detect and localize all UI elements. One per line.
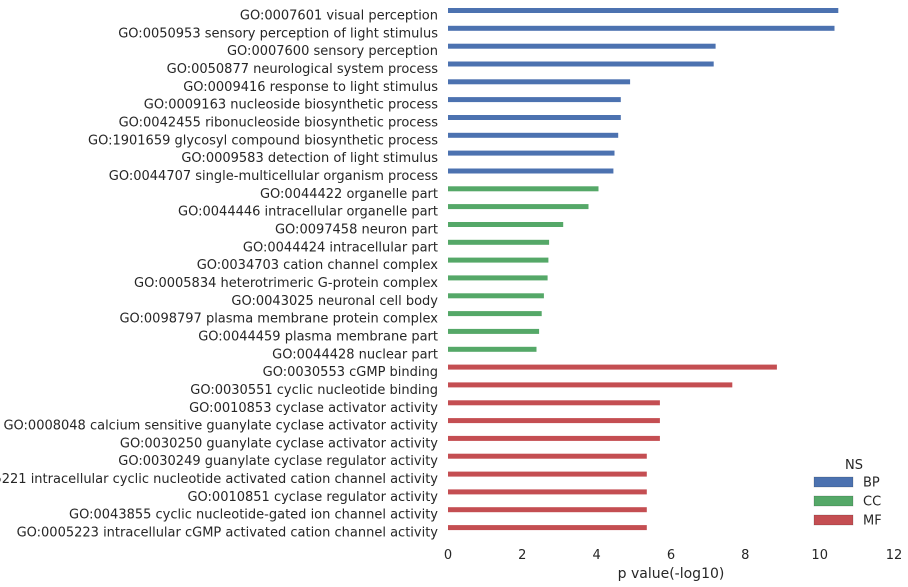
x-tick-label: 0: [444, 548, 452, 563]
category-label: GO:0005834 heterotrimeric G-protein comp…: [134, 276, 438, 291]
x-axis-label: p value(-log10): [618, 566, 725, 582]
category-label: GO:0050953 sensory perception of light s…: [118, 26, 438, 41]
category-labels-group: GO:0007601 visual perception GO:0050953 s…: [0, 9, 438, 541]
bar-mf: [448, 471, 647, 477]
bar-bp: [448, 150, 615, 156]
legend-label-bp: BP: [863, 476, 880, 491]
bar-bp: [448, 132, 619, 138]
bar-mf: [448, 453, 647, 459]
x-tick-label: 8: [741, 548, 749, 563]
legend-swatch-cc: [813, 495, 854, 507]
category-label: GO:0010851 cyclase regulator activity: [187, 490, 438, 505]
category-label: GO:0044424 intracellular part: [243, 240, 438, 255]
category-label: GO:0030553 cGMP binding: [263, 365, 438, 380]
legend-label-mf: MF: [863, 514, 882, 529]
bar-bp: [448, 97, 621, 103]
x-tick-label: 12: [886, 548, 903, 563]
bar-mf: [448, 400, 660, 406]
bar-mf: [448, 364, 777, 370]
category-label: GO:0097458 neuron part: [275, 223, 438, 238]
bar-bp: [448, 43, 716, 49]
category-label: GO:0008048 calcium sensitive guanylate c…: [3, 419, 438, 434]
category-label: GO:0044459 plasma membrane part: [198, 329, 438, 344]
category-label: GO:0009583 detection of light stimulus: [181, 151, 438, 166]
category-label: GO:0007601 visual perception: [240, 9, 438, 24]
category-label: GO:0030551 cyclic nucleotide binding: [190, 383, 438, 398]
bar-cc: [448, 257, 549, 263]
bar-cc: [448, 275, 548, 281]
category-label: GO:0005221 intracellular cyclic nucleoti…: [0, 472, 438, 487]
bar-mf: [448, 435, 660, 441]
bar-cc: [448, 239, 550, 245]
legend-label-cc: CC: [863, 495, 881, 510]
category-label: GO:0044446 intracellular organelle part: [178, 205, 438, 220]
legend-swatch-bp: [813, 476, 854, 488]
category-label: GO:0010853 cyclase activator activity: [189, 401, 438, 416]
category-label: GO:0009416 response to light stimulus: [183, 80, 438, 95]
category-label: GO:0098797 plasma membrane protein compl…: [119, 312, 438, 327]
bar-cc: [448, 186, 599, 192]
legend-swatch-mf: [813, 514, 854, 526]
category-label: GO:0043025 neuronal cell body: [231, 294, 438, 309]
legend: NS BP CC MF: [813, 458, 882, 529]
bar-cc: [448, 328, 540, 334]
x-tick-label: 6: [667, 548, 675, 563]
category-label: GO:0030250 guanylate cyclase activator a…: [120, 436, 438, 451]
category-label: GO:0044428 nuclear part: [272, 347, 438, 362]
category-label: GO:0030249 guanylate cyclase regulator a…: [118, 454, 438, 469]
category-label: GO:0009163 nucleoside biosynthetic proce…: [144, 98, 438, 113]
category-label: GO:0005223 intracellular cGMP activated …: [17, 526, 439, 541]
bar-bp: [448, 115, 621, 120]
bar-bp: [448, 61, 714, 67]
x-tick-label: 2: [518, 548, 526, 563]
legend-title: NS: [845, 458, 863, 473]
bar-cc: [448, 346, 537, 352]
category-label: GO:0044422 organelle part: [260, 187, 438, 202]
bar-mf: [448, 382, 733, 388]
bar-mf: [448, 489, 647, 495]
category-label: GO:0050877 neurological system process: [167, 62, 439, 77]
category-label: GO:0043855 cyclic nucleotide-gated ion c…: [69, 508, 438, 523]
bars-group: [448, 8, 839, 531]
bar-cc: [448, 293, 544, 299]
x-axis-ticks-group: 0 2 4 6 8 10 12: [444, 548, 902, 563]
bar-bp: [448, 8, 839, 13]
bar-mf: [448, 418, 660, 424]
bar-bp: [448, 79, 631, 85]
bar-bp: [448, 168, 614, 174]
x-tick-label: 10: [811, 548, 828, 563]
category-label: GO:0007600 sensory perception: [227, 44, 438, 59]
bar-bp: [448, 25, 835, 31]
bar-mf: [448, 507, 647, 513]
bar-cc: [448, 222, 564, 227]
bar-cc: [448, 311, 542, 317]
bar-mf: [448, 525, 647, 531]
category-label: GO:1901659 glycosyl compound biosyntheti…: [88, 133, 438, 148]
category-label: GO:0044707 single-multicellular organism…: [109, 169, 438, 184]
category-label: GO:0034703 cation channel complex: [197, 258, 439, 273]
bar-cc: [448, 204, 589, 210]
x-tick-label: 4: [593, 548, 601, 563]
category-label: GO:0042455 ribonucleoside biosynthetic p…: [119, 116, 439, 131]
